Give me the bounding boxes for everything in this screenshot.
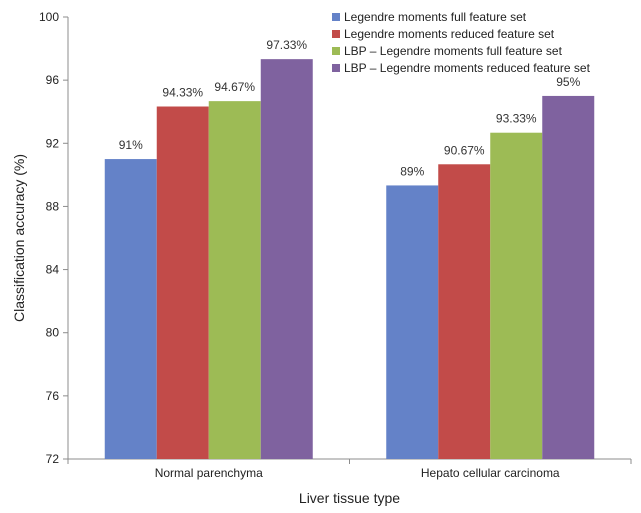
bar	[438, 164, 491, 460]
legend-swatch	[332, 30, 340, 38]
data-label: 91%	[119, 138, 143, 152]
y-tick-label: 100	[39, 10, 59, 24]
data-label: 95%	[556, 75, 580, 89]
legend-entry: Legendre moments reduced feature set	[344, 27, 555, 41]
x-category-label: Hepato cellular carcinoma	[421, 466, 560, 480]
y-tick-label: 80	[46, 326, 60, 340]
bar	[386, 185, 439, 459]
data-label: 94.33%	[162, 86, 203, 100]
legend: Legendre moments full feature set Legendr…	[332, 10, 591, 75]
bar	[490, 132, 543, 459]
y-tick-label: 88	[46, 199, 60, 213]
bar	[260, 59, 313, 459]
y-tick-label: 96	[46, 73, 60, 87]
y-axis-title: Classification accuracy (%)	[11, 154, 27, 322]
x-category-label: Normal parenchyma	[155, 466, 263, 480]
legend-swatch	[332, 64, 340, 72]
bar	[104, 159, 157, 460]
y-tick-label: 76	[46, 389, 60, 403]
y-tick-label: 84	[46, 263, 60, 277]
legend-entry: LBP – Legendre moments full feature set	[344, 44, 563, 58]
data-label: 94.67%	[214, 80, 255, 94]
data-label: 97.33%	[266, 38, 307, 52]
bar	[208, 101, 261, 460]
plot-area: 72 76 80 84 88 92 96 100 Normal parenchyma 91% 94.…	[39, 10, 632, 480]
y-tick-label: 92	[46, 136, 60, 150]
legend-entry: Legendre moments full feature set	[344, 10, 527, 24]
data-label: 90.67%	[444, 143, 485, 157]
bar	[156, 106, 209, 459]
data-label: 93.33%	[496, 112, 537, 126]
data-label: 89%	[400, 164, 424, 178]
legend-swatch	[332, 47, 340, 55]
legend-entry: LBP – Legendre moments reduced feature s…	[344, 61, 591, 75]
bar	[542, 95, 595, 459]
y-tick-label: 72	[46, 452, 60, 466]
legend-swatch	[332, 13, 340, 21]
x-axis-title: Liver tissue type	[299, 490, 400, 506]
